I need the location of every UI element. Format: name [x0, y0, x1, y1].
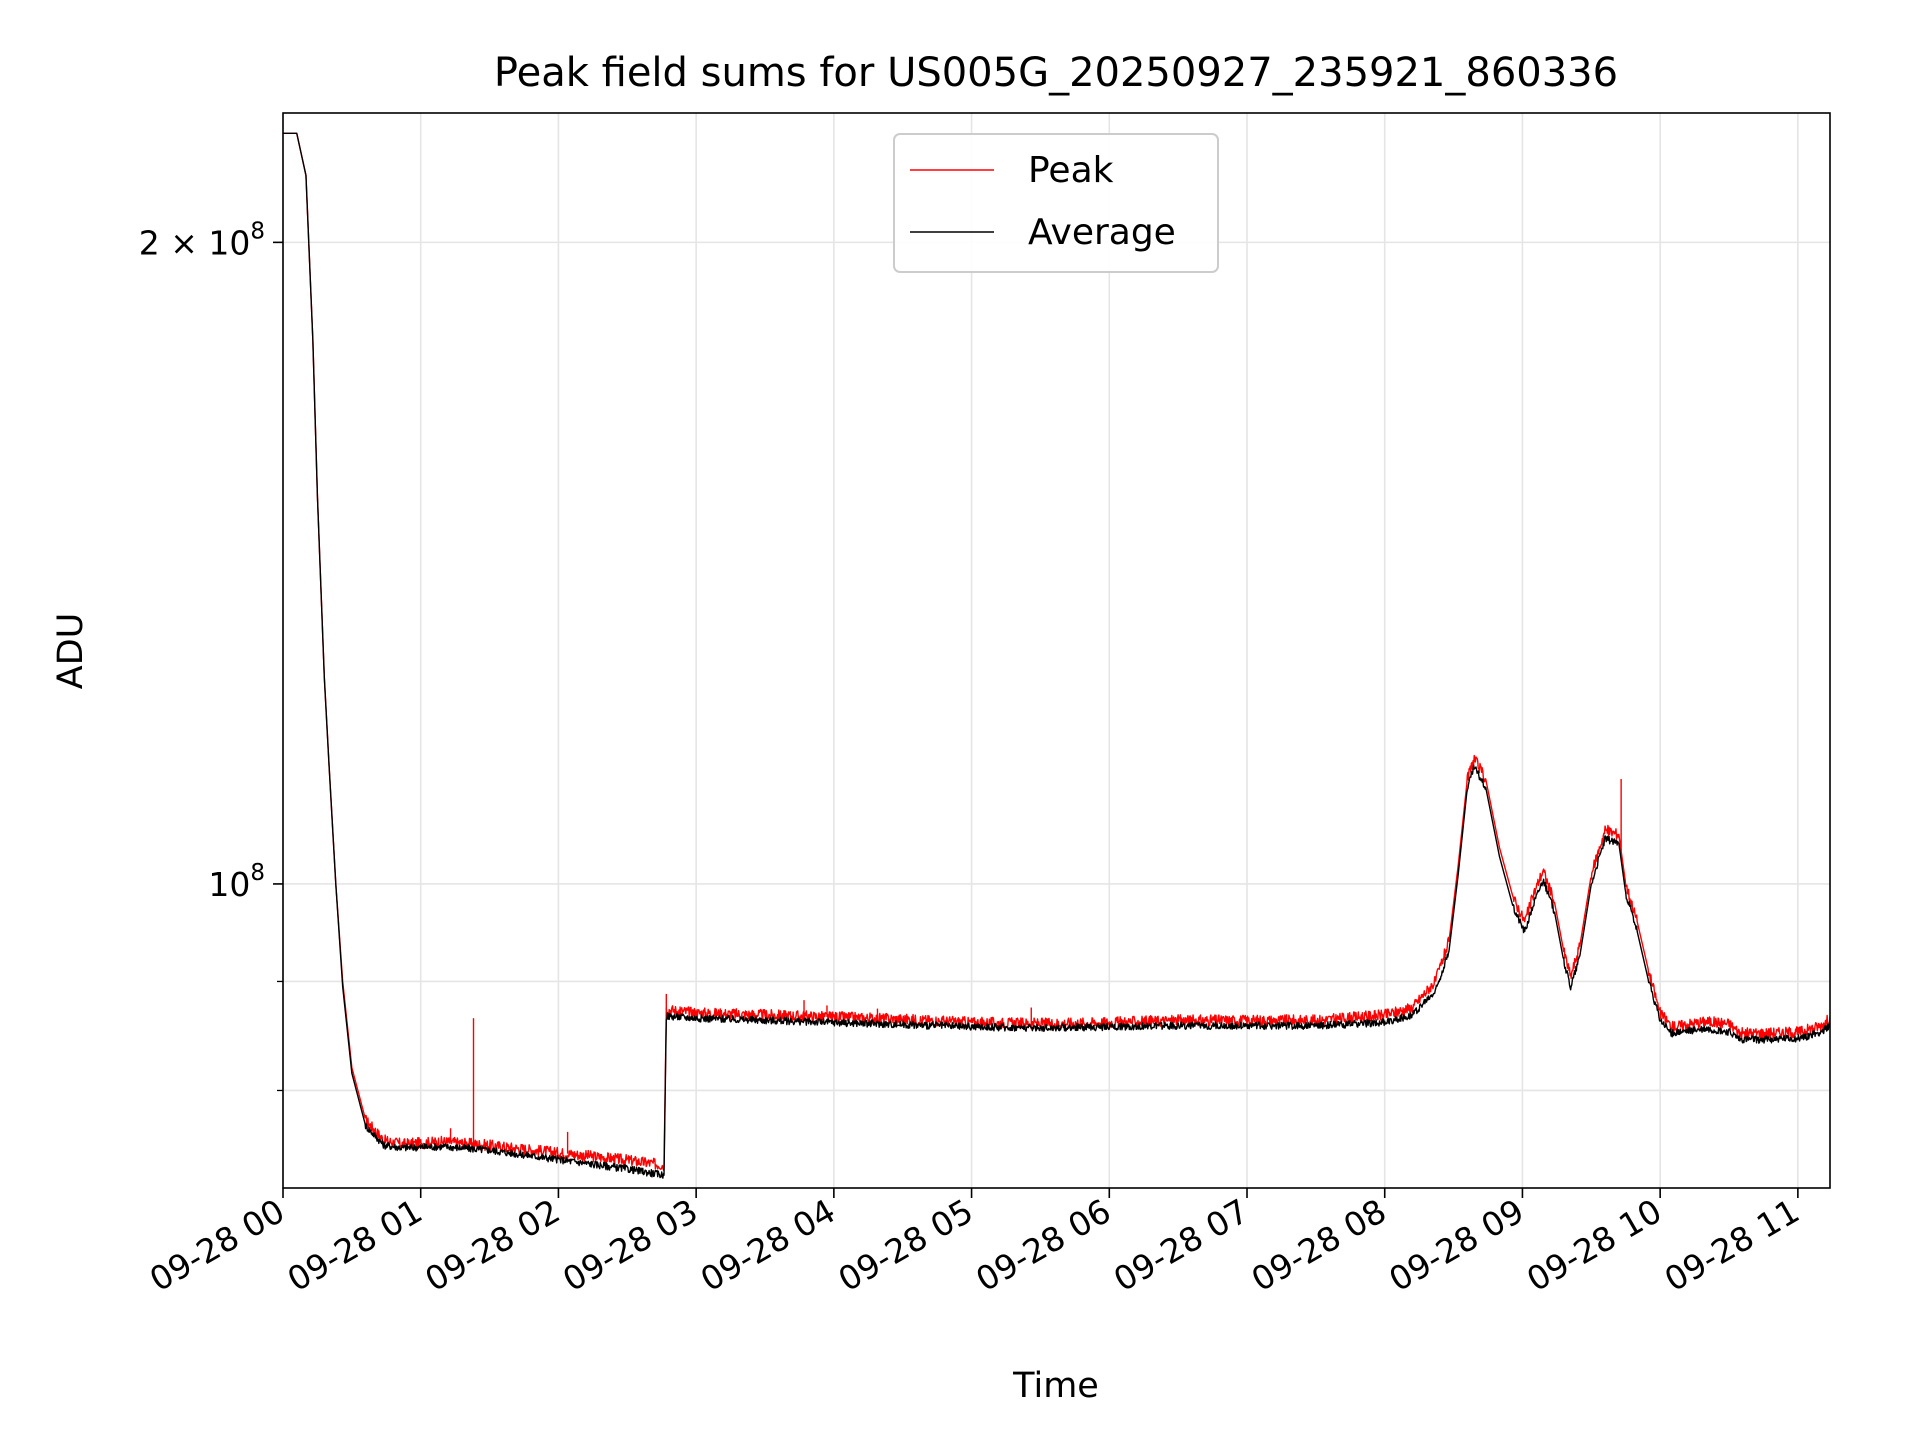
chart-title: Peak field sums for US005G_20250927_2359… — [494, 50, 1618, 96]
y-tick-base: 10 — [208, 223, 250, 262]
legend-peak-label: Peak — [1028, 150, 1114, 191]
y-tick-exponent: 8 — [250, 860, 265, 886]
legend: Peak Average — [893, 133, 1219, 273]
x-axis-label: Time — [1012, 1366, 1099, 1406]
series-group — [283, 132, 1830, 1179]
y-tick-base: 10 — [208, 865, 250, 904]
plot-frame — [282, 112, 1831, 1189]
legend-average-label: Average — [1028, 212, 1176, 253]
y-tick-label: 2 × 108 — [139, 218, 265, 262]
legend-box — [893, 133, 1219, 273]
y-axis-label: ADU — [51, 613, 91, 690]
y-tick-coef: 2 × — [139, 223, 209, 262]
series-lines — [283, 132, 1830, 1179]
y-tick-label: 108 — [208, 860, 265, 904]
y-tick-exponent: 8 — [250, 218, 265, 244]
grid — [282, 113, 1830, 1188]
plot-area — [283, 113, 1830, 1188]
average-series-line — [283, 132, 1830, 1179]
